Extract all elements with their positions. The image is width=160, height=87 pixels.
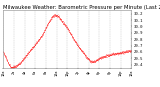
Text: Milwaukee Weather: Barometric Pressure per Minute (Last 24 Hours): Milwaukee Weather: Barometric Pressure p… [3, 5, 160, 10]
